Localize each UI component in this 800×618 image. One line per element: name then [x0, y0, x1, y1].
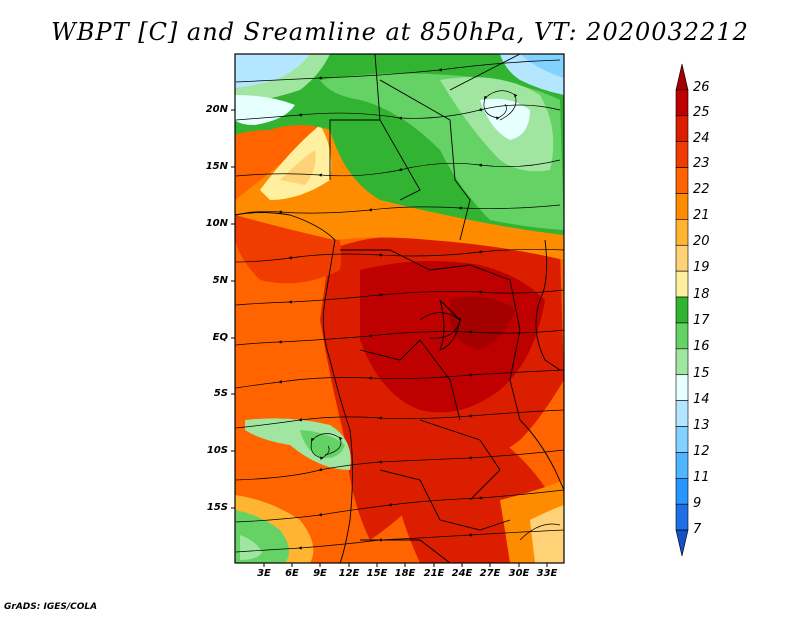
colorbar — [675, 63, 689, 557]
lon-label-3e: 3E — [257, 568, 271, 579]
lon-label-21e: 21E — [423, 568, 445, 579]
colorbar-swatch — [675, 141, 689, 168]
colorbar-swatch — [675, 193, 689, 220]
colorbar-label-17: 17 — [693, 313, 710, 328]
colorbar-swatch — [675, 219, 689, 246]
colorbar-swatch — [675, 452, 689, 479]
lon-label-12e: 12E — [338, 568, 360, 579]
colorbar-label-26: 26 — [693, 80, 710, 95]
lat-label-10n: 10N — [205, 218, 228, 229]
colorbar-label-16: 16 — [693, 339, 710, 354]
lon-label-24e: 24E — [451, 568, 473, 579]
colorbar-label-12: 12 — [693, 444, 710, 459]
colorbar-swatch — [675, 296, 689, 324]
lon-label-33e: 33E — [536, 568, 558, 579]
lon-label-6e: 6E — [285, 568, 299, 579]
colorbar-swatch — [675, 529, 689, 557]
colorbar-label-21: 21 — [693, 208, 710, 223]
lon-label-27e: 27E — [479, 568, 501, 579]
colorbar-label-9: 9 — [693, 496, 702, 511]
colorbar-swatch — [675, 322, 689, 350]
colorbar-label-13: 13 — [693, 418, 710, 433]
lon-label-9e: 9E — [313, 568, 327, 579]
lat-label-eq: EQ — [212, 332, 228, 343]
colorbar-swatch — [675, 478, 689, 505]
footer-credit: GrADS: IGES/COLA — [4, 602, 98, 612]
lat-label-5s: 5S — [213, 388, 228, 399]
colorbar-swatch — [675, 426, 689, 453]
lon-label-15e: 15E — [366, 568, 388, 579]
colorbar-label-22: 22 — [693, 182, 710, 197]
colorbar-swatch — [675, 63, 689, 91]
colorbar-label-23: 23 — [693, 156, 710, 171]
lat-label-20n: 20N — [205, 104, 228, 115]
wbpt-field — [235, 54, 564, 563]
lon-ticks — [263, 563, 548, 567]
colorbar-label-19: 19 — [693, 260, 710, 275]
map-frame — [234, 53, 565, 564]
colorbar-swatch — [675, 244, 689, 272]
colorbar-swatch — [675, 374, 689, 401]
colorbar-swatch — [675, 503, 689, 531]
colorbar-swatch — [675, 400, 689, 427]
lat-label-10s: 10S — [206, 445, 228, 456]
colorbar-label-14: 14 — [693, 392, 710, 407]
colorbar-label-24: 24 — [693, 131, 710, 146]
lat-label-5n: 5N — [212, 275, 228, 286]
colorbar-label-11: 11 — [693, 470, 710, 485]
colorbar-swatch — [675, 89, 689, 117]
colorbar-label-25: 25 — [693, 105, 710, 120]
colorbar-label-20: 20 — [693, 234, 710, 249]
colorbar-label-15: 15 — [693, 366, 710, 381]
colorbar-swatch — [675, 270, 689, 298]
lon-label-18e: 18E — [394, 568, 416, 579]
colorbar-swatch — [675, 115, 689, 142]
lat-label-15s: 15S — [206, 502, 228, 513]
colorbar-swatch — [675, 167, 689, 194]
streamlines — [235, 59, 564, 553]
lat-ticks — [231, 109, 235, 509]
colorbar-label-7: 7 — [693, 522, 702, 537]
map-title: WBPT [C] and Sreamline at 850hPa, VT: 20… — [51, 18, 749, 46]
colorbar-label-18: 18 — [693, 287, 710, 302]
colorbar-swatch — [675, 348, 689, 376]
lon-label-30e: 30E — [508, 568, 530, 579]
lat-label-15n: 15N — [205, 161, 228, 172]
